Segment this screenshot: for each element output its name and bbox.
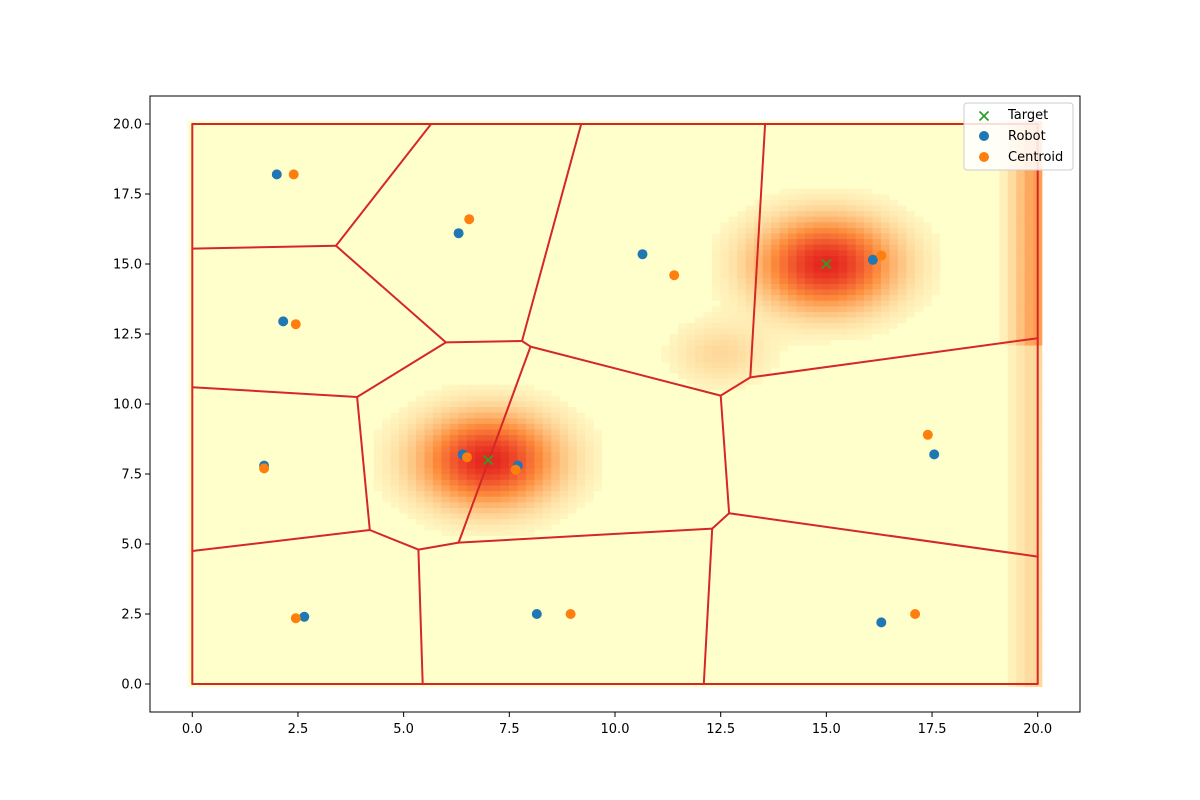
centroid-point bbox=[922, 429, 933, 440]
legend-label-centroid: Centroid bbox=[1008, 150, 1063, 165]
centroid-point bbox=[510, 464, 521, 475]
voronoi-edge bbox=[444, 340, 523, 344]
plot-area bbox=[187, 120, 1043, 688]
voronoi-edge bbox=[457, 527, 714, 544]
legend-entry-robot: Robot bbox=[979, 129, 1046, 144]
x-tick-label: 5.0 bbox=[393, 722, 414, 737]
scatter-points bbox=[259, 169, 940, 628]
robot-point bbox=[876, 617, 887, 628]
centroid-point bbox=[290, 613, 301, 624]
centroid-point bbox=[669, 270, 680, 281]
y-tick-label: 17.5 bbox=[113, 188, 142, 203]
x-tick-label: 7.5 bbox=[499, 722, 520, 737]
y-tick-label: 0.0 bbox=[121, 678, 142, 693]
centroid-point bbox=[910, 609, 921, 619]
voronoi-edge bbox=[368, 529, 420, 551]
legend: Target Robot Centroid bbox=[963, 102, 1074, 171]
legend-box bbox=[963, 102, 1074, 171]
legend-entry-target: Target bbox=[978, 108, 1048, 123]
robot-point bbox=[531, 609, 542, 619]
voronoi-edge bbox=[191, 244, 337, 250]
y-tick-label: 5.0 bbox=[121, 538, 142, 553]
voronoi-edge bbox=[417, 541, 460, 551]
voronoi-edge bbox=[749, 337, 1039, 379]
y-tick-label: 2.5 bbox=[121, 608, 142, 623]
voronoi-edge bbox=[521, 340, 532, 348]
centroid-point bbox=[290, 319, 301, 330]
x-tick-label: 0.0 bbox=[182, 722, 203, 737]
y-tick-label: 12.5 bbox=[113, 328, 142, 343]
voronoi-edges bbox=[191, 123, 1039, 685]
voronoi-edge bbox=[749, 123, 767, 379]
centroid-point bbox=[288, 169, 299, 180]
y-tick-label: 15.0 bbox=[113, 258, 142, 273]
voronoi-edge bbox=[521, 123, 583, 342]
y-axis-ticks: 0.0 2.5 5.0 7.5 10.0 12.5 15.0 17.5 20.0 bbox=[113, 118, 150, 693]
centroid-point bbox=[876, 250, 887, 261]
x-tick-label: 12.5 bbox=[706, 722, 735, 737]
voronoi-edge bbox=[191, 386, 359, 398]
legend-target-marker bbox=[978, 110, 990, 122]
legend-robot-marker bbox=[979, 131, 989, 141]
voronoi-edge bbox=[356, 341, 447, 398]
x-tick-label: 2.5 bbox=[288, 722, 309, 737]
voronoi-edge bbox=[529, 345, 722, 397]
voronoi-edge bbox=[356, 396, 371, 531]
robot-point bbox=[929, 449, 940, 460]
centroid-point bbox=[462, 452, 472, 463]
target-point bbox=[483, 454, 494, 466]
y-tick-label: 20.0 bbox=[113, 118, 142, 133]
legend-centroid-marker bbox=[979, 152, 989, 162]
voronoi-edge bbox=[702, 527, 714, 685]
voronoi-edge bbox=[711, 512, 731, 530]
density-heatmap bbox=[187, 120, 1043, 688]
voronoi-edge bbox=[728, 512, 1039, 558]
robot-point bbox=[867, 254, 878, 265]
voronoi-edge bbox=[457, 345, 532, 544]
x-tick-label: 10.0 bbox=[601, 722, 630, 737]
centroid-point bbox=[259, 463, 270, 474]
robot-point bbox=[278, 316, 289, 327]
legend-label-robot: Robot bbox=[1008, 129, 1046, 144]
centroid-point bbox=[464, 214, 475, 225]
target-point bbox=[821, 258, 832, 270]
robot-point bbox=[299, 611, 310, 622]
robot-point bbox=[453, 228, 464, 239]
voronoi-edge bbox=[719, 376, 752, 397]
x-tick-label: 17.5 bbox=[918, 722, 947, 737]
x-tick-label: 20.0 bbox=[1023, 722, 1052, 737]
voronoi-edge bbox=[191, 529, 371, 552]
y-tick-label: 7.5 bbox=[121, 468, 142, 483]
y-tick-label: 10.0 bbox=[113, 398, 142, 413]
robot-point bbox=[637, 249, 648, 260]
legend-entry-centroid: Centroid bbox=[979, 150, 1063, 165]
voronoi-edge bbox=[335, 123, 433, 247]
centroid-point bbox=[565, 609, 576, 619]
voronoi-edge bbox=[335, 244, 447, 344]
x-tick-label: 15.0 bbox=[812, 722, 841, 737]
voronoi-edge bbox=[417, 548, 424, 685]
robot-point bbox=[271, 169, 282, 180]
x-axis-ticks: 0.0 2.5 5.0 7.5 10.0 12.5 15.0 17.5 20.0 bbox=[182, 712, 1052, 737]
voronoi-edge bbox=[719, 394, 731, 515]
legend-label-target: Target bbox=[1007, 108, 1048, 123]
